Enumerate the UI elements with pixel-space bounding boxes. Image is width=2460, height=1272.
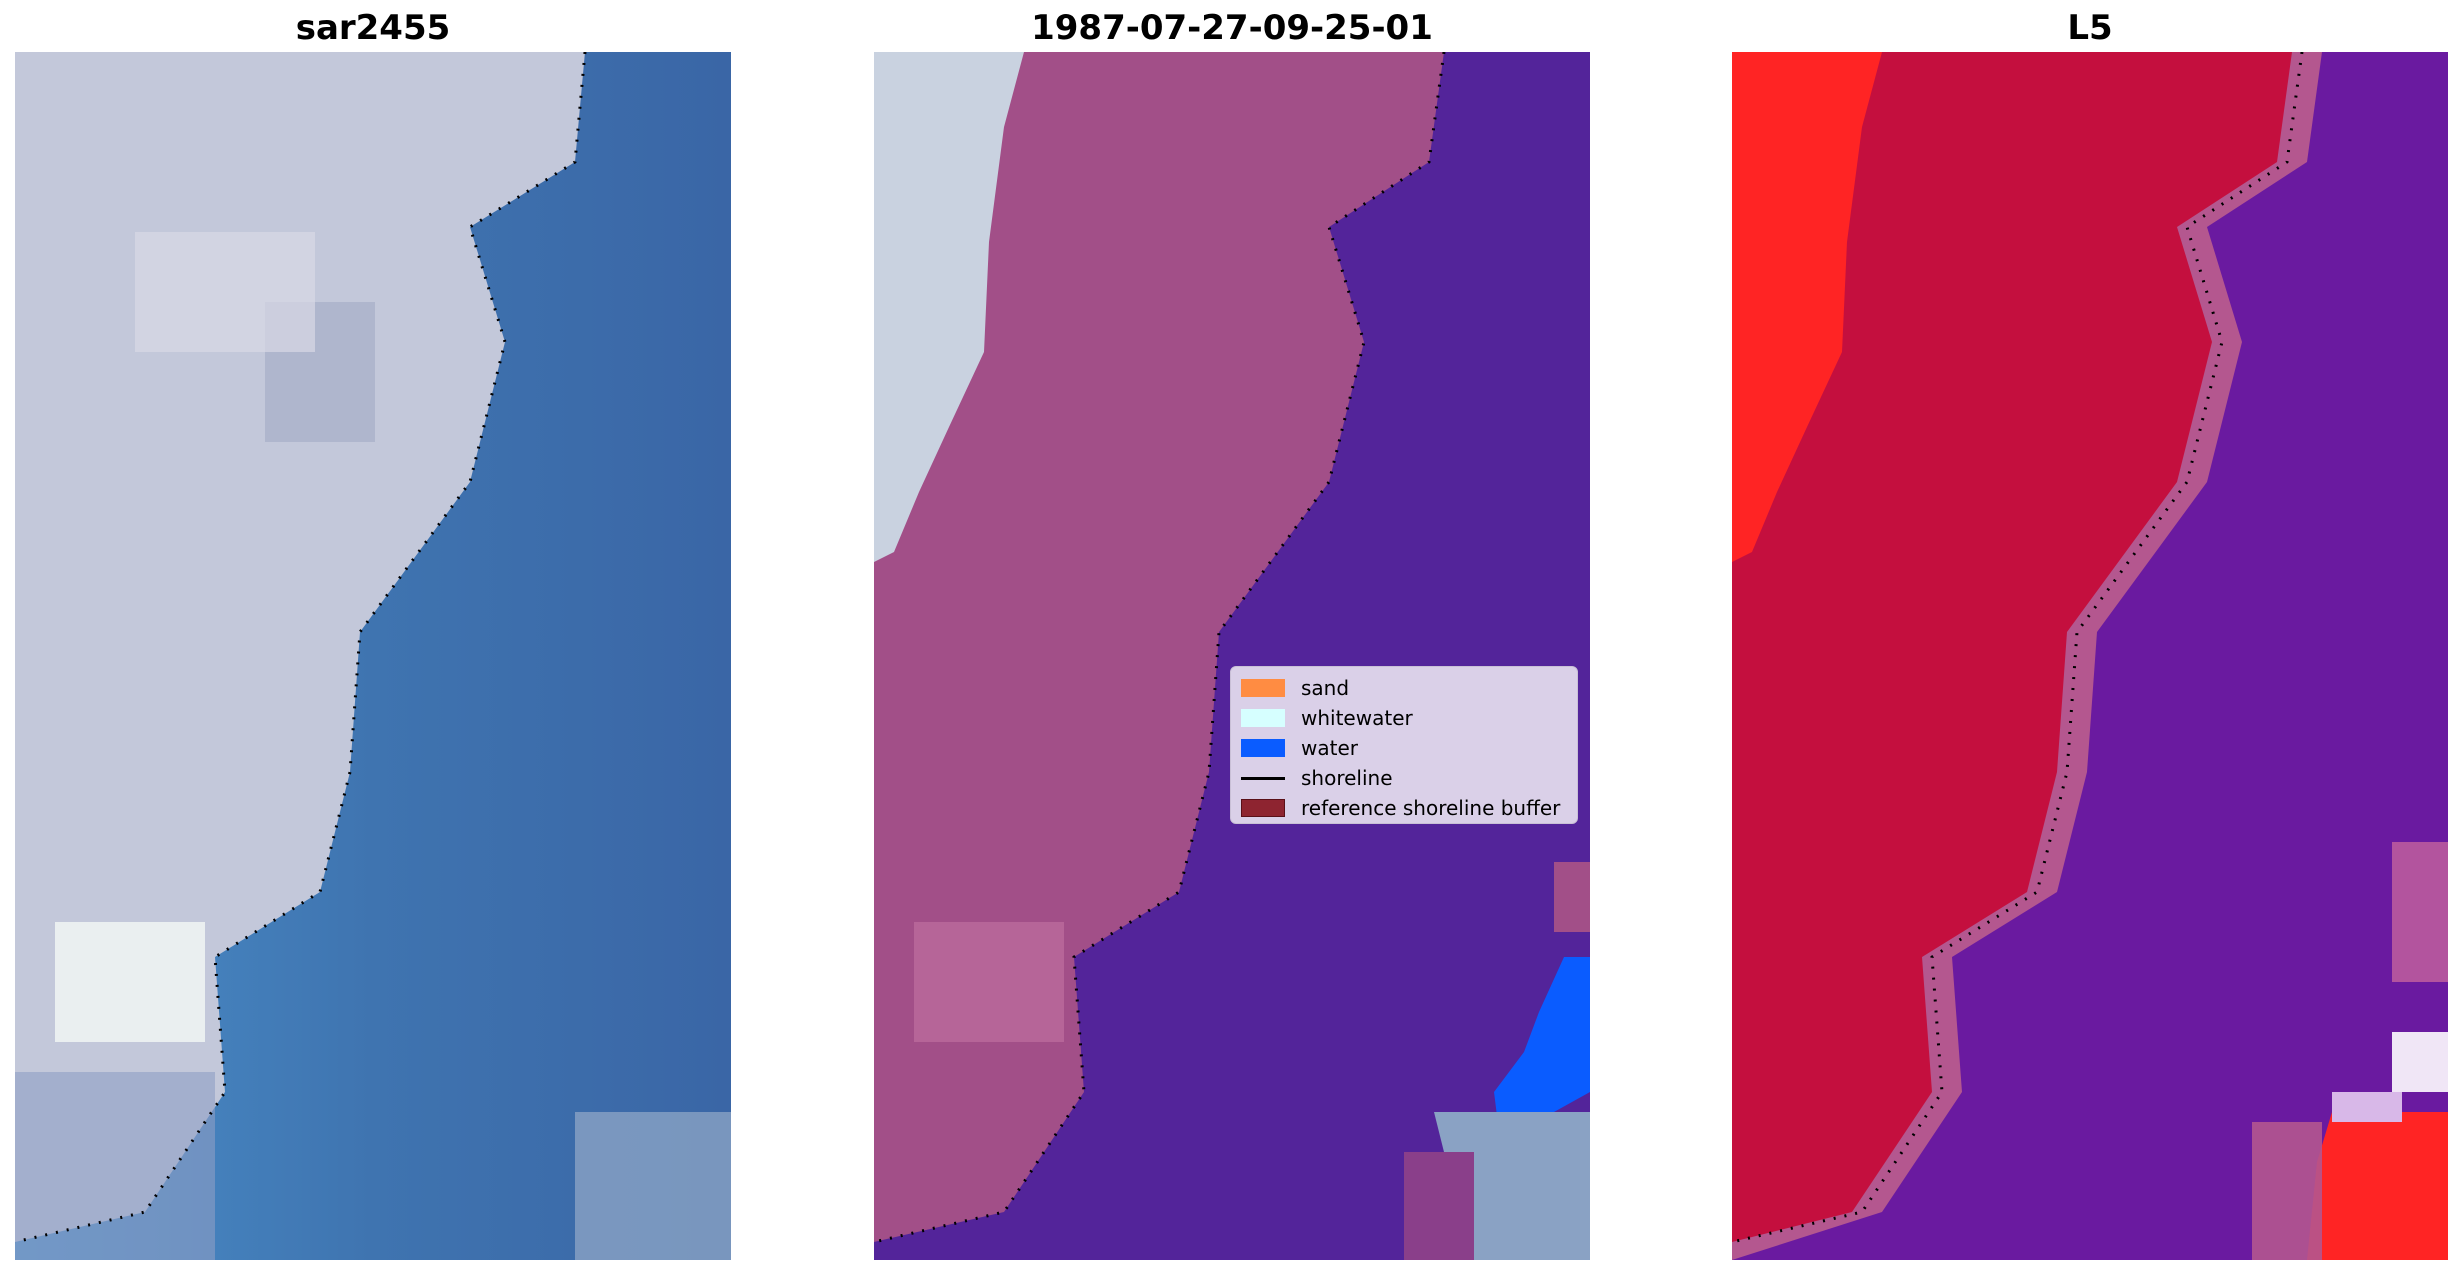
legend-label: reference shoreline buffer bbox=[1301, 796, 1561, 820]
panel-index: L5 bbox=[1732, 0, 2448, 1272]
legend-label: whitewater bbox=[1301, 706, 1413, 730]
legend-label: sand bbox=[1301, 676, 1350, 700]
reference-buffer-swatch bbox=[1241, 799, 1285, 817]
panel-title: 1987-07-27-09-25-01 bbox=[1031, 8, 1433, 48]
high-index-patch bbox=[2307, 1112, 2448, 1260]
rgb-image bbox=[15, 52, 731, 1260]
legend-item-reference-buffer: reference shoreline buffer bbox=[1241, 793, 1567, 823]
shoreline-dotted-line bbox=[1732, 52, 2304, 1244]
panel-classification: 1987-07-27-09-25-01 bbox=[874, 0, 1590, 1272]
legend-label: shoreline bbox=[1301, 766, 1393, 790]
legend-item-sand: sand bbox=[1241, 673, 1567, 703]
shoreline-dotted-line bbox=[874, 52, 1446, 1244]
shoreline-line-swatch bbox=[1241, 776, 1285, 780]
panel-rgb: sar2455 bbox=[15, 0, 731, 1272]
legend-label: water bbox=[1301, 736, 1358, 760]
sand-swatch bbox=[1241, 679, 1285, 697]
water-swatch bbox=[1241, 739, 1285, 757]
index-image bbox=[1732, 52, 2448, 1260]
legend-item-water: water bbox=[1241, 733, 1567, 763]
panel-title: sar2455 bbox=[295, 8, 451, 48]
land-area bbox=[1732, 52, 2292, 1242]
whitewater-area bbox=[874, 52, 1024, 562]
legend-item-whitewater: whitewater bbox=[1241, 703, 1567, 733]
whitewater-swatch bbox=[1241, 709, 1285, 727]
water-detected bbox=[1494, 957, 1590, 1132]
legend-item-shoreline: shoreline bbox=[1241, 763, 1567, 793]
legend: sand whitewater water shoreline referenc… bbox=[1230, 666, 1578, 824]
classification-image bbox=[874, 52, 1590, 1260]
high-index-area bbox=[1732, 52, 1882, 562]
panel-title: L5 bbox=[2067, 8, 2113, 48]
